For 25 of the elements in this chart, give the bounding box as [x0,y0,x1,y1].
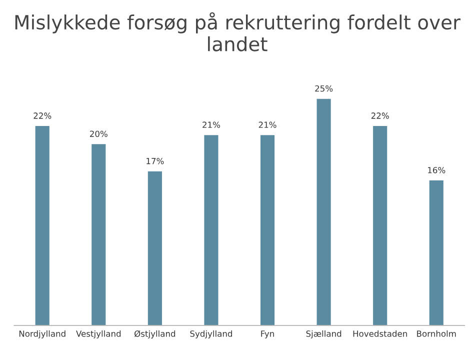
bar [429,180,444,326]
x-tick-label: Nordjylland [19,330,66,338]
data-label: 21% [202,122,220,128]
x-tick-label: Sydjylland [190,330,232,338]
bar [316,98,331,326]
x-tick-label: Fyn [261,330,274,338]
data-label: 25% [315,85,333,92]
bar [204,135,218,326]
chart-title: Mislykkede forsøg på rekruttering fordelt over landet [15,12,461,52]
bar [373,126,388,326]
bar [35,126,50,326]
bar [92,144,106,326]
data-label: 21% [258,122,276,128]
data-label: 20% [90,130,108,137]
x-tick-label: Sjælland [306,330,342,338]
bar [260,135,275,326]
x-tick-label: Bornholm [417,330,456,337]
data-label: 17% [146,158,164,164]
x-tick-label: Vestjylland [76,330,121,338]
bar [148,171,162,326]
data-label: 16% [428,166,446,174]
data-label: 22% [34,112,52,119]
x-tick-label: Hovedstaden [353,330,407,337]
data-label: 22% [371,112,389,119]
x-tick-label: Østjylland [134,330,176,338]
